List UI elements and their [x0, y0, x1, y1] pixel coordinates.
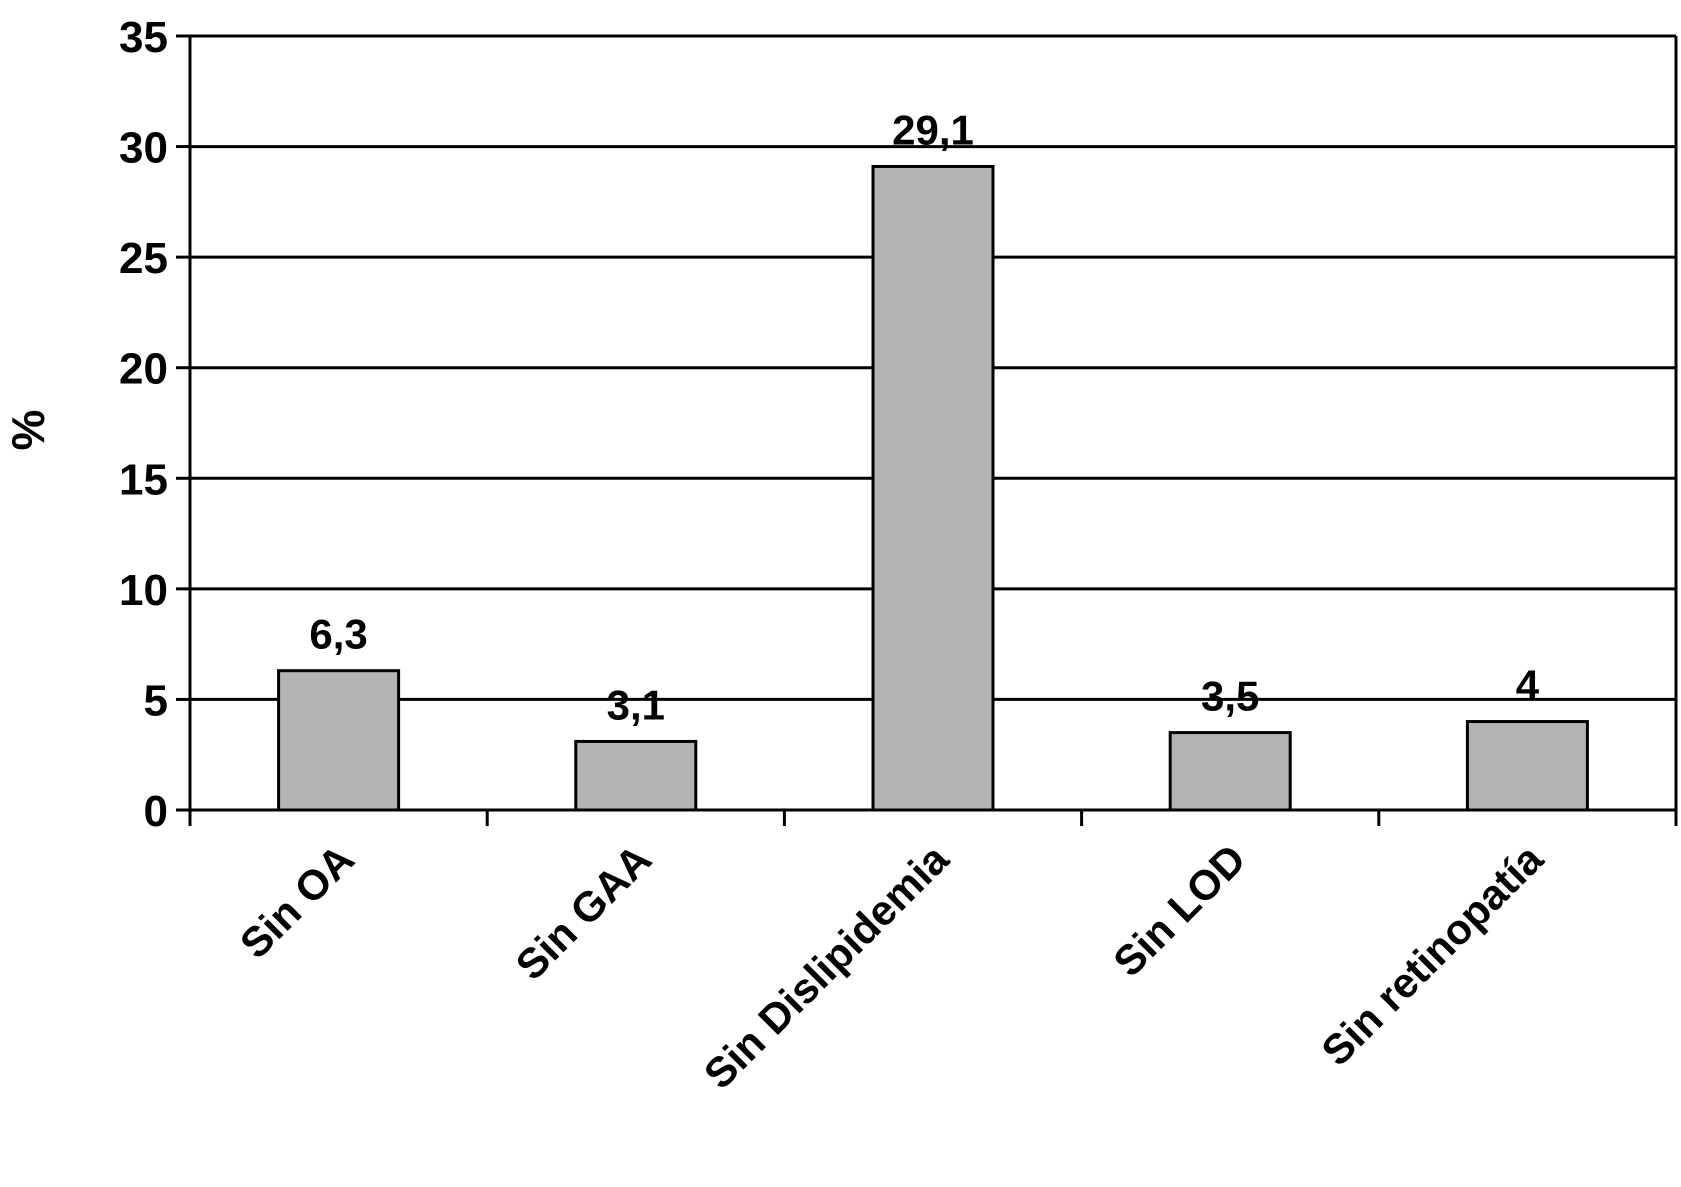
axes: [176, 34, 1678, 826]
value-labels: 6,3 3,1 29,1 3,5 4: [309, 106, 1539, 728]
y-tick-label: 35: [119, 13, 168, 62]
y-tick-label: 5: [144, 676, 168, 725]
bar: [277, 669, 401, 812]
data-label: 4: [1516, 662, 1540, 709]
bar: [871, 164, 995, 812]
x-tick-label: Sin GAA: [506, 835, 660, 989]
data-label: 3,5: [1201, 673, 1259, 720]
bar: [574, 739, 698, 812]
y-tick-label: 30: [119, 124, 168, 173]
y-tick-label: 20: [119, 345, 168, 394]
y-tick-label: 0: [144, 787, 168, 836]
y-tick-label: 25: [119, 234, 168, 283]
data-label: 29,1: [892, 106, 974, 153]
x-tick-labels: Sin OA Sin GAA Sin Dislipidemia Sin LOD Sin …: [231, 835, 1552, 1098]
y-axis-label: %: [2, 410, 54, 451]
x-tick-label: Sin retinopatía: [1312, 835, 1552, 1075]
x-tick-label: Sin OA: [231, 835, 363, 967]
bar: [1168, 731, 1292, 812]
y-tick-labels: 0 5 10 15 20 25 30 35: [119, 13, 168, 836]
bar: [1465, 720, 1589, 812]
bars: [277, 164, 1589, 812]
data-label: 3,1: [607, 681, 665, 728]
data-label: 6,3: [309, 611, 367, 658]
x-tick-label: Sin Dislipidemia: [695, 835, 958, 1098]
y-tick-label: 10: [119, 566, 168, 615]
x-tick-label: Sin LOD: [1104, 835, 1254, 985]
y-tick-label: 15: [119, 455, 168, 504]
